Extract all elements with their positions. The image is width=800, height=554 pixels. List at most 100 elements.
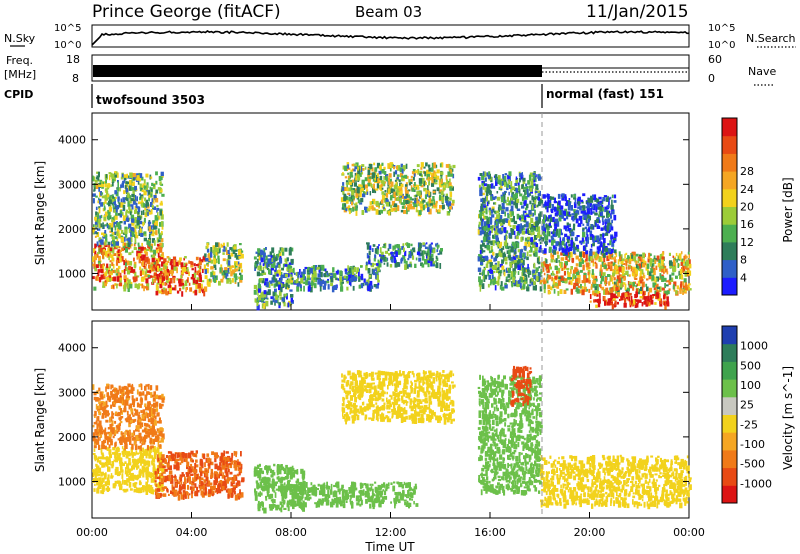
data-cell [496,221,498,227]
data-cell [97,269,101,273]
data-cell [302,272,305,277]
data-cell [318,269,321,273]
data-cell [573,194,576,200]
data-cell [135,231,138,238]
data-cell [96,171,100,174]
data-cell [533,262,536,269]
data-cell [95,211,98,216]
data-cell [372,269,375,275]
data-cell [133,219,137,224]
data-cell [124,461,127,464]
data-cell [93,260,96,266]
data-cell [365,265,368,271]
data-cell [258,279,261,284]
data-cell [597,248,600,255]
data-cell [452,173,455,179]
data-cell [431,176,434,180]
data-cell [180,279,184,284]
data-cell [101,454,105,458]
data-cell [608,200,610,205]
data-cell [343,203,346,208]
data-cell [552,270,554,275]
data-cell [489,190,492,196]
data-cell [131,220,135,226]
data-cell [114,237,118,240]
data-cell [591,243,595,247]
y-tick-label: 4000 [58,134,86,147]
data-cell [478,184,481,188]
data-cell [289,289,293,292]
data-cell [565,229,568,232]
data-cell [98,262,100,266]
data-cell [142,222,145,227]
data-cell [119,250,122,256]
data-cell [535,267,539,272]
data-cell [111,465,114,469]
data-cell [648,287,653,293]
data-cell [523,224,526,228]
data-cell [438,179,441,185]
data-cell [342,182,345,186]
data-cell [425,202,428,206]
data-cell [180,262,184,268]
data-cell [115,447,118,451]
data-cell [393,171,396,177]
data-cell [128,237,131,243]
data-cell [117,213,121,216]
data-cell [581,286,584,290]
data-cell [151,182,154,186]
data-cell [230,270,233,277]
data-cell [585,253,588,260]
data-cell [681,269,684,273]
data-cell [501,286,505,291]
data-cell [547,201,550,207]
data-cell [210,251,213,258]
data-cell [98,477,102,483]
data-cell [520,260,523,263]
data-cell [153,455,157,459]
data-cell [390,181,394,187]
data-cell [411,187,415,192]
data-cell [320,264,325,271]
data-cell [579,269,583,273]
data-cell [484,221,487,226]
data-cell [119,187,121,192]
data-cell [654,258,657,264]
data-cell [387,163,390,169]
data-cell [414,170,419,174]
data-cell [593,299,596,303]
data-cell [93,224,95,230]
data-cell [511,241,515,246]
data-cell [417,248,420,252]
data-cell [129,197,132,204]
data-cell [416,184,420,190]
data-cell [150,188,153,192]
data-cell [635,261,638,265]
data-cell [573,202,577,209]
data-cell [525,274,528,281]
data-cell [529,200,532,205]
data-cell [361,210,365,215]
colorbar-swatch [722,118,737,137]
data-cell [102,235,106,239]
data-cell [143,219,146,224]
data-cell [362,193,366,198]
data-cell [604,221,607,226]
data-cell [564,196,567,202]
data-cell [599,236,602,240]
data-cell [599,271,602,276]
data-cell [493,278,497,284]
data-cell [360,283,364,289]
data-cell [218,242,220,248]
data-cell [637,300,639,305]
data-cell [679,283,683,289]
data-cell [133,243,136,247]
data-cell [98,199,101,205]
data-cell [588,274,591,280]
data-cell [495,237,499,242]
data-cell [483,268,486,271]
data-cell [288,249,292,256]
data-cell [148,247,151,252]
data-cell [656,255,660,260]
data-cell [122,454,126,457]
